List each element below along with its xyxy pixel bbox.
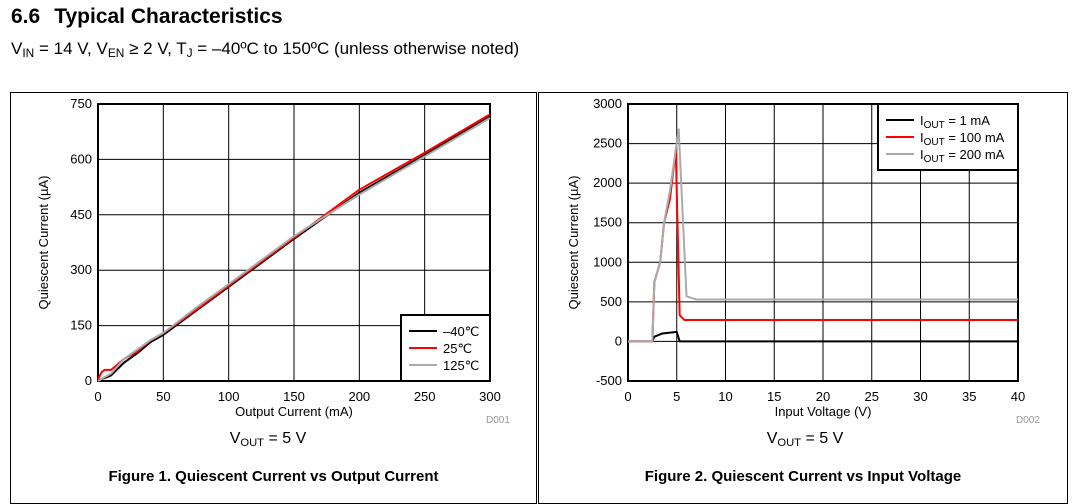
y-axis-label: Quiescent Current (µA): [36, 176, 51, 310]
x-tick-label: 30: [913, 389, 927, 404]
figure-2-panel: 0 5 10 15 20 25 30 35 40 -500 0 500 1000 1500 2000 2500…: [538, 92, 1068, 504]
figure-1-panel: 0 50 100 150 200 250 300 0 150 300 450 600 750 Output…: [10, 92, 537, 504]
y-tick-label: 450: [70, 207, 92, 222]
x-tick-label: 15: [767, 389, 781, 404]
chart-2: 0 5 10 15 20 25 30 35 40-50005001000150020002500…: [566, 96, 1025, 419]
y-tick-label: 2500: [593, 136, 622, 151]
plot-border: [627, 103, 1019, 382]
x-tick-label: 25: [865, 389, 879, 404]
y-tick-label: 0: [615, 333, 622, 348]
plot-border: [97, 103, 491, 382]
legend-label: IOUT = 1 mA: [920, 113, 990, 131]
legend-label: 125℃: [443, 358, 479, 373]
x-tick-label: 0: [624, 389, 631, 404]
x-tick-label: 50: [156, 389, 170, 404]
y-tick-label: 500: [600, 294, 622, 309]
figure-caption: Figure 2. Quiescent Current vs Input Vol…: [644, 468, 962, 485]
x-tick-label: 200: [348, 389, 370, 404]
figure-id: D002: [1016, 415, 1040, 426]
x-tick-label: 10: [718, 389, 732, 404]
y-axis-label: Quiescent Current (µA): [566, 176, 581, 310]
vout-note: VOUT = 5 V: [229, 430, 307, 449]
section-title: 6.6 Typical Characteristics: [11, 5, 283, 29]
x-tick-label: 150: [283, 389, 305, 404]
series-line: [97, 117, 491, 382]
y-tick-label: 1000: [593, 254, 622, 269]
x-tick-label: 250: [414, 389, 436, 404]
y-tick-label: 150: [70, 318, 92, 333]
y-tick-label: 300: [70, 262, 92, 277]
x-tick-label: 20: [816, 389, 830, 404]
legend-label: –40℃: [443, 324, 479, 339]
y-tick-label: 600: [70, 151, 92, 166]
legend-label: IOUT = 100 mA: [920, 130, 1005, 148]
vout-note: VOUT = 5 V: [766, 430, 844, 449]
figure-caption: Figure 1. Quiescent Current vs Output Cu…: [108, 468, 439, 485]
x-tick-label: 35: [962, 389, 976, 404]
y-tick-label: 3000: [593, 96, 622, 111]
y-tick-label: 0: [85, 373, 92, 388]
x-tick-label: 0: [94, 389, 101, 404]
test-conditions: VIN = 14 V, VEN ≥ 2 V, TJ = –40ºC to 150…: [11, 39, 520, 60]
y-tick-label: -500: [596, 373, 622, 388]
x-tick-label: 300: [479, 389, 501, 404]
section-number: 6.6: [11, 5, 41, 28]
y-tick-label: 750: [70, 96, 92, 111]
x-tick-label: 100: [218, 389, 240, 404]
y-tick-label: 2000: [593, 175, 622, 190]
chart-1: 0 50 100 150 200 250 300 0 150 300 450 600 750 Output…: [36, 96, 501, 419]
x-axis-label: Input Voltage (V): [775, 404, 872, 419]
y-tick-label: 1500: [593, 215, 622, 230]
x-tick-label: 40: [1011, 389, 1025, 404]
figure-id: D001: [486, 415, 510, 426]
section-title-text: Typical Characteristics: [54, 5, 283, 28]
series-line: [628, 128, 1018, 343]
legend-label: IOUT = 200 mA: [920, 147, 1005, 165]
x-axis-label: Output Current (mA): [235, 404, 353, 419]
series-line: [97, 114, 491, 382]
legend-label: 25℃: [443, 341, 472, 356]
x-tick-label: 5: [673, 389, 680, 404]
